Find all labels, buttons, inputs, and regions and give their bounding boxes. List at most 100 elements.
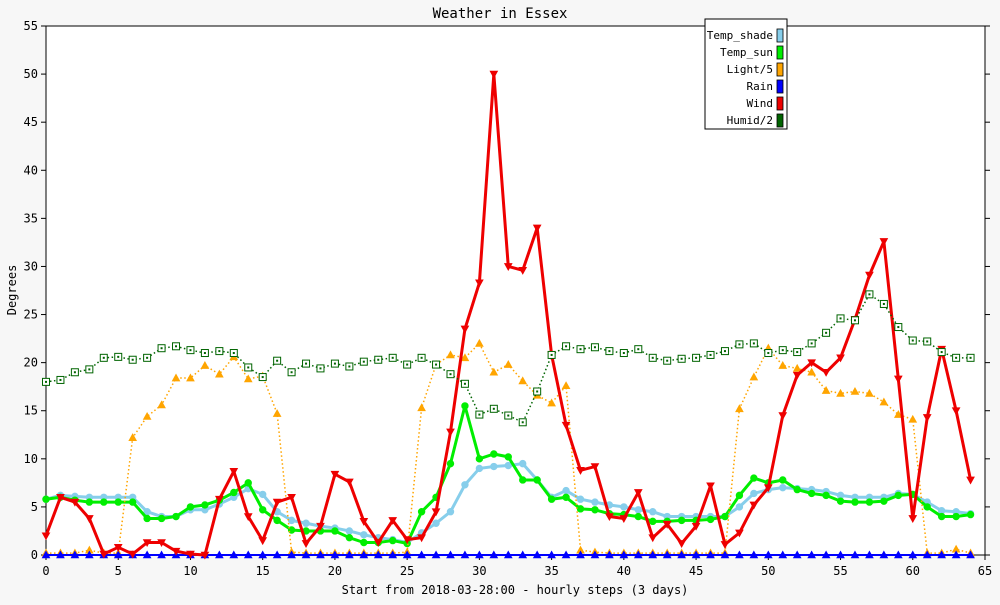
- point-wind: [749, 501, 759, 510]
- point-humid-2-dot: [825, 331, 828, 334]
- point-light-5: [142, 411, 152, 420]
- point-light-5: [186, 373, 195, 382]
- point-wind: [677, 540, 686, 548]
- point-temp-sun: [533, 476, 541, 484]
- point-humid-2-dot: [88, 368, 91, 371]
- point-light-5: [518, 376, 528, 385]
- point-rain: [922, 550, 932, 559]
- point-humid-2-dot: [478, 413, 481, 416]
- point-temp-sun: [417, 508, 426, 516]
- point-rain: [316, 550, 325, 559]
- point-humid-2-dot: [175, 345, 178, 348]
- point-humid-2-dot: [911, 339, 914, 342]
- point-humid-2-dot: [608, 350, 611, 353]
- point-humid-2-dot: [521, 421, 524, 424]
- point-wind: [41, 532, 51, 541]
- x-tick-label: 5: [115, 564, 122, 578]
- point-temp-sun: [201, 501, 209, 509]
- point-wind: [84, 515, 94, 523]
- legend-swatch: [776, 113, 784, 128]
- point-light-5: [243, 374, 253, 383]
- point-humid-2-dot: [59, 378, 62, 381]
- legend-label: Temp_sun: [720, 46, 773, 59]
- point-wind: [330, 470, 340, 479]
- point-humid-2-dot: [536, 390, 539, 393]
- x-tick-label: 45: [689, 564, 703, 578]
- point-wind: [489, 70, 499, 79]
- point-rain: [879, 550, 889, 559]
- point-temp-shade: [490, 462, 498, 471]
- point-temp-sun: [490, 450, 498, 458]
- point-rain: [402, 550, 412, 559]
- x-tick-label: 15: [255, 564, 269, 578]
- point-humid-2-dot: [897, 326, 900, 329]
- axes: 0 5 10 15 20 25 30 35 40 45 50 55 0 5 10 15 20 25 30 35 40 45…: [24, 19, 993, 578]
- point-wind: [532, 224, 542, 233]
- point-wind: [70, 498, 80, 507]
- point-wind: [56, 493, 65, 502]
- y-tick-label: 0: [31, 548, 38, 562]
- legend-swatch: [776, 62, 784, 77]
- point-temp-sun: [244, 479, 252, 487]
- point-light-5: [850, 386, 860, 395]
- point-wind: [446, 428, 455, 437]
- point-light-5: [561, 381, 571, 390]
- point-humid-2-dot: [550, 353, 553, 356]
- point-temp-sun: [114, 498, 122, 506]
- point-humid-2-dot: [73, 371, 76, 374]
- point-humid-2-dot: [377, 358, 380, 361]
- point-rain: [446, 550, 455, 559]
- point-wind: [662, 520, 672, 529]
- point-temp-sun: [952, 512, 960, 521]
- legend: Temp_shade Temp_sun Light/5 Rain Wind Humid/2: [704, 18, 788, 130]
- point-light-5: [908, 414, 918, 423]
- point-humid-2-dot: [651, 356, 654, 359]
- point-light-5: [792, 363, 802, 372]
- point-rain: [142, 550, 152, 559]
- point-rain: [475, 550, 484, 559]
- point-temp-shade: [779, 483, 787, 492]
- legend-swatch: [776, 45, 784, 60]
- point-rain: [431, 550, 441, 559]
- legend-label: Humid/2: [727, 114, 773, 127]
- point-wind: [373, 539, 383, 548]
- point-wind: [735, 529, 744, 538]
- point-temp-shade: [504, 461, 512, 470]
- point-humid-2-dot: [723, 350, 726, 353]
- point-light-5: [836, 388, 845, 397]
- point-light-5: [475, 338, 484, 347]
- point-humid-2-dot: [420, 356, 423, 359]
- point-temp-sun: [836, 497, 845, 505]
- x-tick-label: 60: [906, 564, 920, 578]
- point-wind: [460, 325, 470, 334]
- point-temp-shade: [620, 503, 628, 511]
- point-rain: [272, 550, 282, 559]
- point-wind: [821, 368, 831, 377]
- point-wind: [200, 551, 210, 560]
- point-wind: [402, 536, 412, 545]
- y-tick-label: 50: [24, 67, 38, 81]
- point-humid-2-dot: [955, 356, 958, 359]
- point-temp-sun: [750, 474, 758, 482]
- point-humid-2-dot: [218, 350, 221, 353]
- point-wind: [720, 541, 730, 549]
- point-rain: [84, 550, 94, 559]
- x-tick-label: 35: [544, 564, 558, 578]
- legend-item: Humid/2: [727, 113, 784, 128]
- point-light-5: [215, 369, 224, 378]
- point-wind: [186, 550, 195, 559]
- point-wind: [691, 522, 701, 531]
- point-temp-sun: [634, 512, 642, 521]
- point-humid-2-dot: [781, 349, 784, 352]
- point-wind: [258, 537, 268, 546]
- point-wind: [893, 375, 903, 384]
- y-tick-label: 25: [24, 308, 38, 322]
- point-humid-2-dot: [752, 342, 755, 345]
- point-rain: [287, 550, 296, 559]
- point-rain: [633, 550, 643, 559]
- point-humid-2-dot: [435, 363, 438, 366]
- point-rain: [215, 550, 224, 559]
- point-rain: [792, 550, 802, 559]
- point-humid-2-dot: [853, 319, 856, 322]
